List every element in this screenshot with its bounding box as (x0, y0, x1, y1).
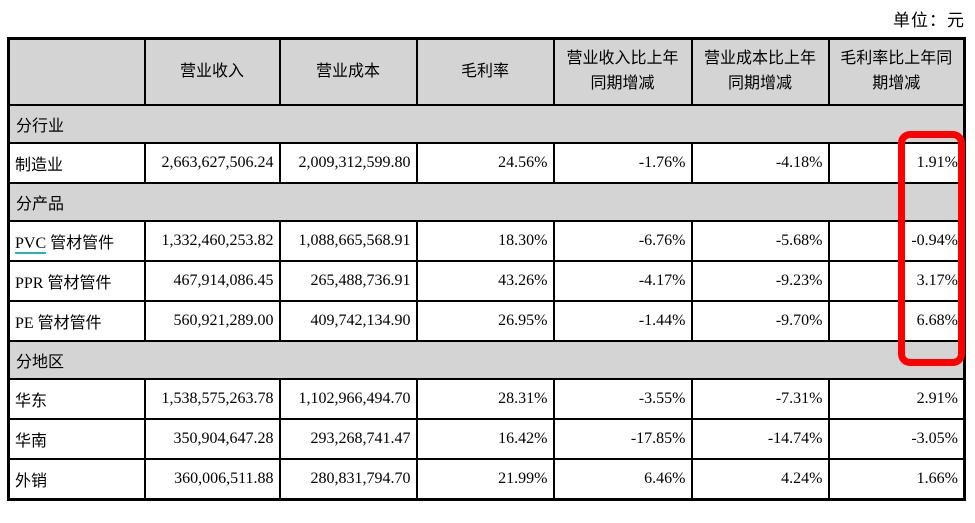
margin-cell: 21.99% (415, 458, 555, 500)
margin-yoy-cell: 2.91% (827, 378, 966, 420)
table-row-manufacturing: 制造业 2,663,627,506.24 2,009,312,599.80 24… (7, 142, 966, 184)
row-label-cell: PVC 管材管件 (7, 220, 146, 262)
table-row-ppr: PPR 管材管件 467,914,086.45 265,488,736.91 4… (7, 260, 966, 302)
header-margin-yoy: 毛利率比上年同期增减 (827, 37, 966, 106)
header-empty-cell (7, 37, 146, 106)
revenue-yoy-cell: -6.76% (552, 220, 693, 262)
header-revenue: 营业收入 (143, 37, 281, 106)
row-label-cell: PE 管材管件 (7, 300, 146, 342)
margin-yoy-cell: 3.17% (827, 260, 966, 302)
margin-cell: 18.30% (415, 220, 555, 262)
margin-yoy-cell: 6.68% (827, 300, 966, 342)
header-margin: 毛利率 (415, 37, 555, 106)
revenue-cell: 360,006,511.88 (143, 458, 281, 500)
margin-cell: 26.95% (415, 300, 555, 342)
margin-cell: 24.56% (415, 142, 555, 184)
gross-margin-table: 营业收入 营业成本 毛利率 营业收入比上年同期增减 营业成本比上年同期增减 毛利… (7, 37, 966, 501)
cost-cell: 409,742,134.90 (278, 300, 418, 342)
table-header-row: 营业收入 营业成本 毛利率 营业收入比上年同期增减 营业成本比上年同期增减 毛利… (7, 37, 966, 106)
table-row-pvc: PVC 管材管件 1,332,460,253.82 1,088,665,568.… (7, 220, 966, 262)
cost-cell: 280,831,794.70 (278, 458, 418, 500)
table-row-export: 外销 360,006,511.88 280,831,794.70 21.99% … (7, 458, 966, 500)
cost-cell: 1,088,665,568.91 (278, 220, 418, 262)
revenue-cell: 467,914,086.45 (143, 260, 281, 302)
margin-cell: 43.26% (415, 260, 555, 302)
revenue-yoy-cell: -1.44% (552, 300, 693, 342)
cost-cell: 265,488,736.91 (278, 260, 418, 302)
header-revenue-yoy: 营业收入比上年同期增减 (552, 37, 693, 106)
revenue-yoy-cell: -3.55% (552, 378, 693, 420)
row-label-cell: PPR 管材管件 (7, 260, 146, 302)
section-row-product: 分产品 (7, 182, 966, 222)
revenue-cell: 560,921,289.00 (143, 300, 281, 342)
section-label: 分产品 (7, 182, 966, 222)
revenue-yoy-cell: -17.85% (552, 418, 693, 460)
cost-yoy-cell: -9.23% (690, 260, 830, 302)
revenue-yoy-cell: -1.76% (552, 142, 693, 184)
table-row-pe: PE 管材管件 560,921,289.00 409,742,134.90 26… (7, 300, 966, 342)
cost-yoy-cell: -7.31% (690, 378, 830, 420)
cost-yoy-cell: -4.18% (690, 142, 830, 184)
margin-yoy-cell: -3.05% (827, 418, 966, 460)
row-label-cell: 华东 (7, 378, 146, 420)
revenue-yoy-cell: 6.46% (552, 458, 693, 500)
header-cost: 营业成本 (278, 37, 418, 106)
revenue-cell: 2,663,627,506.24 (143, 142, 281, 184)
cost-yoy-cell: -5.68% (690, 220, 830, 262)
cost-cell: 2,009,312,599.80 (278, 142, 418, 184)
section-row-region: 分地区 (7, 340, 966, 380)
cost-yoy-cell: -14.74% (690, 418, 830, 460)
cost-yoy-cell: 4.24% (690, 458, 830, 500)
section-label: 分行业 (7, 104, 966, 144)
margin-yoy-cell: -0.94% (827, 220, 966, 262)
revenue-yoy-cell: -4.17% (552, 260, 693, 302)
unit-label: 单位：元 (893, 11, 965, 30)
margin-yoy-cell: 1.91% (827, 142, 966, 184)
section-label: 分地区 (7, 340, 966, 380)
revenue-cell: 1,538,575,263.78 (143, 378, 281, 420)
table-row-south-china: 华南 350,904,647.28 293,268,741.47 16.42% … (7, 418, 966, 460)
margin-yoy-cell: 1.66% (827, 458, 966, 500)
margin-cell: 28.31% (415, 378, 555, 420)
row-label-text: 管材管件 (46, 235, 115, 252)
table-row-east-china: 华东 1,538,575,263.78 1,102,966,494.70 28.… (7, 378, 966, 420)
revenue-cell: 1,332,460,253.82 (143, 220, 281, 262)
pvc-link[interactable]: PVC (15, 235, 47, 254)
cost-cell: 1,102,966,494.70 (278, 378, 418, 420)
cost-yoy-cell: -9.70% (690, 300, 830, 342)
section-row-industry: 分行业 (7, 104, 966, 144)
cost-cell: 293,268,741.47 (278, 418, 418, 460)
header-cost-yoy: 营业成本比上年同期增减 (690, 37, 830, 106)
row-label-cell: 制造业 (7, 142, 146, 184)
revenue-cell: 350,904,647.28 (143, 418, 281, 460)
margin-cell: 16.42% (415, 418, 555, 460)
row-label-cell: 华南 (7, 418, 146, 460)
row-label-cell: 外销 (7, 458, 146, 500)
